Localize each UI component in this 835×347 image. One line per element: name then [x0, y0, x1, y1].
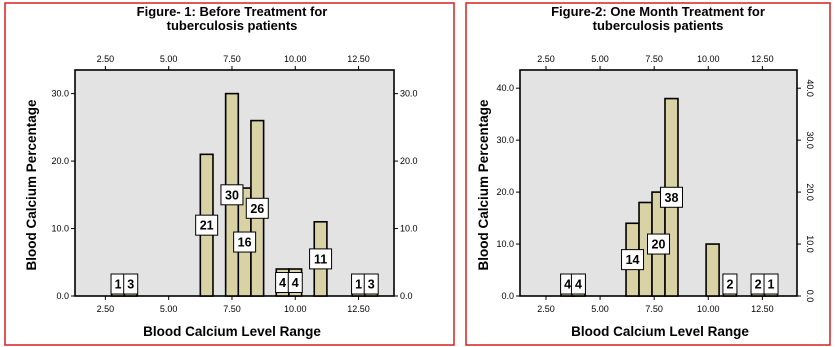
data-label: 2: [726, 278, 733, 292]
bar: [705, 243, 720, 297]
x-tick-label-top: 2.50: [97, 54, 115, 64]
y-tick-label-right: 0.0: [400, 291, 413, 301]
y-tick-label: 40.0: [496, 83, 514, 93]
y-tick-label: 30.0: [51, 89, 69, 99]
x-tick-label-top: 10.00: [284, 54, 307, 64]
panel-frame: [4, 2, 455, 346]
x-tick-label: 12.50: [751, 304, 774, 314]
data-label: 30: [225, 188, 239, 202]
y-tick-label: 20.0: [51, 156, 69, 166]
data-label: 4: [564, 278, 571, 292]
x-tick-label: 10.00: [697, 304, 720, 314]
data-label: 11: [314, 252, 327, 266]
y-tick-label: 0.0: [56, 291, 69, 301]
data-label: 4: [292, 276, 299, 290]
chart-title-line-2: tuberculosis patients: [593, 18, 724, 33]
data-label: 2: [755, 278, 762, 292]
x-tick-label: 10.00: [284, 304, 307, 314]
data-label-box: [195, 214, 219, 236]
data-label: 1: [355, 278, 362, 292]
x-tick-label-top: 10.00: [697, 54, 720, 64]
data-label: 26: [250, 202, 264, 216]
x-tick-label: 2.50: [537, 304, 555, 314]
data-label: 4: [279, 276, 286, 290]
data-label-box: [659, 186, 683, 208]
y-tick-label: 30.0: [496, 135, 514, 145]
data-label-box: [647, 233, 670, 255]
chart-title-line-1: Figure- 1: Before Treatment for: [137, 4, 328, 19]
x-tick-label: 7.50: [645, 304, 663, 314]
data-label-box: [233, 231, 257, 253]
x-tick-label-top: 7.50: [223, 54, 241, 64]
data-label-box: [245, 197, 269, 219]
data-label: 38: [665, 191, 679, 205]
y-tick-label-right: 10.0: [805, 235, 815, 253]
data-label: 1: [768, 278, 775, 292]
data-label: 1: [115, 278, 122, 292]
x-tick-label-top: 5.00: [591, 54, 609, 64]
y-tick-label-right: 10.0: [400, 224, 418, 234]
data-label-box: [621, 249, 645, 271]
data-label-box: [763, 273, 779, 295]
x-tick-label-top: 2.50: [537, 54, 555, 64]
chart-panel-one-month-treatment: Figure-2: One Month Treatment for tuberc…: [465, 2, 831, 346]
y-axis-title: Blood Calcium Percentage: [24, 99, 39, 271]
data-label-box: [287, 272, 303, 294]
data-label: 20: [652, 238, 666, 252]
x-axis-title: Blood Calcium Level Range: [143, 324, 321, 339]
data-label: 21: [200, 219, 214, 233]
panel-frame: [465, 2, 831, 346]
data-label-box: [123, 273, 139, 295]
x-tick-label: 2.50: [97, 304, 115, 314]
x-tick-label-top: 12.50: [751, 54, 774, 64]
data-label-box: [570, 273, 586, 295]
x-tick-label: 5.00: [160, 304, 178, 314]
data-label-box: [220, 184, 244, 206]
y-tick-label-right: 0.0: [805, 290, 815, 303]
data-label: 16: [238, 236, 252, 250]
y-tick-label-right: 20.0: [400, 156, 418, 166]
y-tick-label: 10.0: [51, 224, 69, 234]
data-label: 3: [127, 278, 134, 292]
chart-title-line-2: tuberculosis patients: [167, 18, 298, 33]
data-label-box: [722, 273, 738, 295]
chart-title-line-1: Figure-2: One Month Treatment for: [551, 4, 765, 19]
x-tick-label-top: 5.00: [160, 54, 178, 64]
y-tick-label-right: 30.0: [805, 131, 815, 149]
data-label: 4: [575, 278, 582, 292]
y-tick-label-right: 40.0: [805, 79, 815, 97]
data-label-box: [363, 273, 379, 295]
chart-panel-before-treatment: Figure- 1: Before Treatment for tubercul…: [4, 2, 455, 346]
y-tick-label: 0.0: [501, 291, 514, 301]
x-tick-label-top: 12.50: [347, 54, 370, 64]
y-tick-label-right: 20.0: [805, 183, 815, 201]
x-tick-label: 12.50: [347, 304, 370, 314]
y-tick-label: 20.0: [496, 187, 514, 197]
y-axis-title: Blood Calcium Percentage: [476, 99, 491, 271]
x-tick-label: 5.00: [591, 304, 609, 314]
data-label-box: [309, 248, 333, 270]
x-tick-label-top: 7.50: [645, 54, 663, 64]
y-tick-label: 10.0: [496, 239, 514, 249]
data-label: 14: [626, 253, 640, 267]
x-axis-title: Blood Calcium Level Range: [571, 324, 749, 339]
x-tick-label: 7.50: [223, 304, 241, 314]
y-tick-label-right: 30.0: [400, 89, 418, 99]
data-label: 3: [368, 278, 375, 292]
